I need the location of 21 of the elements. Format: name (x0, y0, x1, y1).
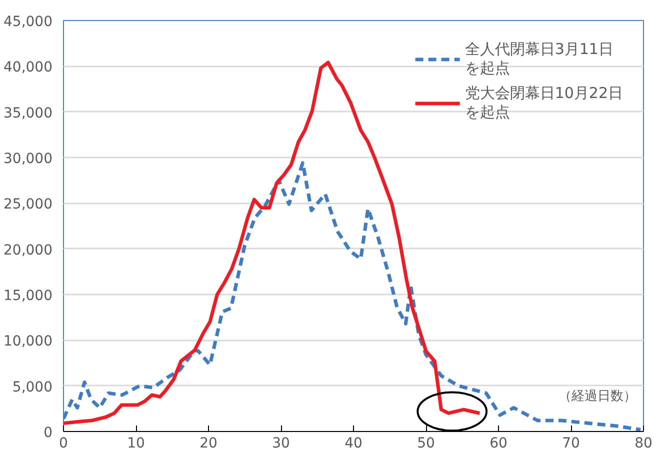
x-tick-label: 60 (490, 436, 508, 450)
y-tick-label: 15,000 (4, 288, 53, 304)
y-tick-label: 35,000 (4, 105, 53, 122)
x-axis-title: （経過日数） (558, 389, 636, 404)
x-tick-label: 40 (344, 436, 362, 450)
y-tick-label: 25,000 (4, 196, 53, 213)
x-tick-label: 70 (562, 436, 580, 450)
y-tick-label: 20,000 (4, 242, 53, 258)
x-tick-label: 0 (59, 436, 68, 450)
y-tick-label: 30,000 (4, 151, 53, 167)
legend-label: 党大会閉幕日10月22日を起点 (464, 84, 623, 122)
y-tick-label: 40,000 (4, 60, 53, 76)
x-tick-label: 20 (200, 436, 218, 450)
y-tick-label: 5,000 (12, 379, 53, 396)
legend-label: 全人代閉幕日3月11日を起点 (464, 40, 614, 78)
x-tick-label: 50 (417, 436, 435, 450)
x-tick-label: 80 (634, 436, 652, 450)
y-tick-label: 10,000 (4, 334, 53, 350)
x-tick-label: 30 (272, 436, 290, 450)
x-tick-label: 10 (127, 436, 145, 450)
y-tick-label: 45,000 (4, 14, 53, 30)
